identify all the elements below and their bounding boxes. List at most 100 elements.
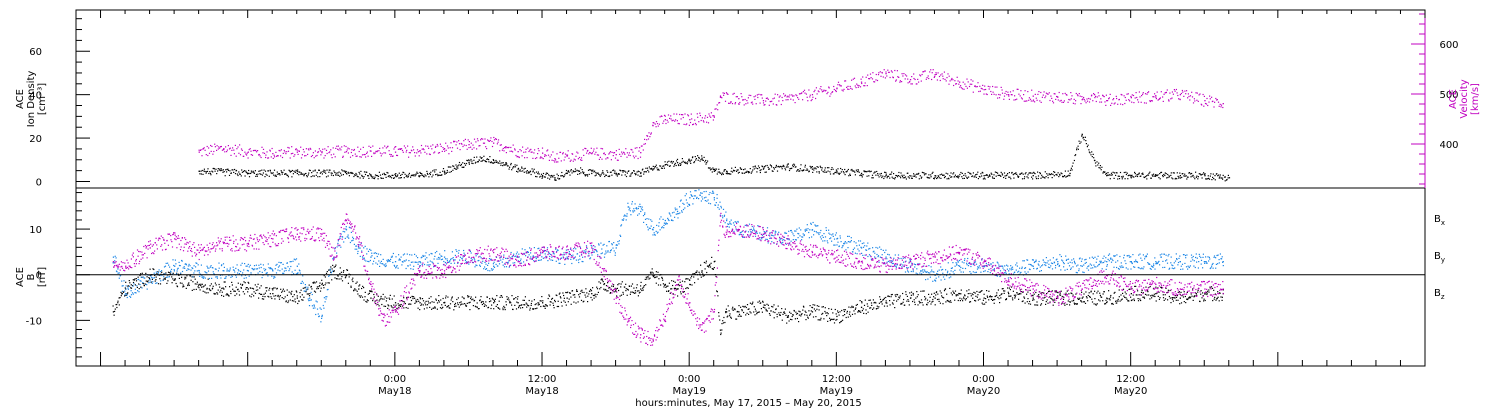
bx-point <box>594 294 596 297</box>
bx-point <box>486 296 488 298</box>
bx-point <box>603 283 606 285</box>
ion-density-point <box>1168 175 1170 177</box>
ion-density-point <box>682 160 684 162</box>
bx-point <box>198 287 200 289</box>
velocity-point <box>495 138 497 140</box>
ion-density-point <box>1115 172 1117 174</box>
bx-point <box>1142 292 1144 294</box>
velocity-point <box>244 151 246 153</box>
by-point <box>267 263 269 265</box>
velocity-point <box>1215 97 1217 100</box>
by-point <box>181 260 183 262</box>
ion-density-point <box>634 172 636 175</box>
bx-point <box>475 296 477 298</box>
bx-point <box>484 304 486 306</box>
bx-point <box>1009 289 1011 291</box>
bx-point <box>289 299 291 301</box>
by-point <box>144 277 146 279</box>
ion-density-point <box>545 173 547 176</box>
bx-point <box>685 287 687 290</box>
velocity-point <box>370 146 372 148</box>
ion-density-point <box>424 174 426 176</box>
velocity-point <box>940 74 942 76</box>
velocity-point <box>996 86 998 88</box>
ion-density-point <box>421 174 423 176</box>
velocity-point <box>584 147 586 149</box>
bx-point <box>554 299 556 301</box>
by-point <box>216 276 218 278</box>
ion-density-point <box>1132 176 1134 178</box>
ion-density-point <box>740 168 742 170</box>
bx-point <box>532 308 534 310</box>
by-point <box>344 237 346 239</box>
ion-density-point <box>959 173 961 176</box>
bx-point <box>809 313 812 315</box>
bx-point <box>718 315 720 317</box>
bx-point <box>977 299 979 301</box>
by-point <box>297 272 299 274</box>
velocity-point <box>814 89 816 91</box>
velocity-point <box>491 145 494 148</box>
data-layer <box>112 69 1231 346</box>
ion-density-point <box>765 171 767 173</box>
velocity-point <box>1198 94 1200 96</box>
bx-point <box>818 305 820 307</box>
bx-point <box>767 304 769 306</box>
velocity-point <box>947 73 949 75</box>
bx-point <box>996 294 998 296</box>
ion-density-point <box>1209 175 1211 177</box>
ion-density-point <box>768 168 771 170</box>
velocity-point <box>709 115 711 117</box>
bx-point <box>502 309 504 311</box>
bx-point <box>511 295 513 297</box>
ion-density-point <box>287 174 289 176</box>
velocity-point <box>1148 91 1150 93</box>
velocity-point <box>265 156 267 159</box>
by-point <box>301 280 303 282</box>
ion-density-point <box>742 172 744 174</box>
bx-point <box>1177 291 1179 293</box>
ion-density-point <box>395 173 397 175</box>
bx-point <box>594 293 596 295</box>
bx-point <box>631 283 634 285</box>
bx-point <box>717 295 719 297</box>
velocity-point <box>852 78 854 80</box>
velocity-point <box>657 125 659 127</box>
ion-density-point <box>1127 175 1129 177</box>
by-point <box>140 280 142 282</box>
velocity-key-point <box>1106 100 1108 102</box>
bx-point <box>489 298 491 300</box>
bx-point <box>788 320 790 322</box>
ion-density-point <box>392 174 394 176</box>
ion-density-point <box>473 159 475 161</box>
velocity-point <box>631 149 633 151</box>
bx-point <box>1022 291 1024 293</box>
bx-point <box>472 305 474 307</box>
velocity-point <box>899 81 901 83</box>
velocity-point <box>833 85 835 88</box>
ion-density-point <box>1122 175 1124 177</box>
by-point <box>208 277 210 280</box>
velocity-key-point <box>296 151 298 153</box>
ion-density-point <box>203 168 205 170</box>
bx-point <box>263 298 265 300</box>
ion-density-point <box>312 170 314 172</box>
ion-density-point <box>221 169 223 171</box>
bx-point <box>678 285 680 287</box>
ion-density-point <box>961 176 963 178</box>
ion-density-point <box>468 159 470 161</box>
bx-point <box>833 322 836 324</box>
bx-point <box>630 291 632 293</box>
bx-point <box>869 299 871 301</box>
ion-density-point <box>1201 177 1203 179</box>
velocity-point <box>714 108 716 110</box>
ion-density-point <box>505 162 507 164</box>
bx-point <box>1157 287 1159 289</box>
bx-point <box>768 307 770 309</box>
bx-point <box>483 305 485 307</box>
bx-point <box>319 285 321 287</box>
ion-density-point <box>1054 171 1056 173</box>
ion-density-point <box>369 173 371 175</box>
bx-point <box>827 313 829 315</box>
bx-point <box>533 308 535 310</box>
